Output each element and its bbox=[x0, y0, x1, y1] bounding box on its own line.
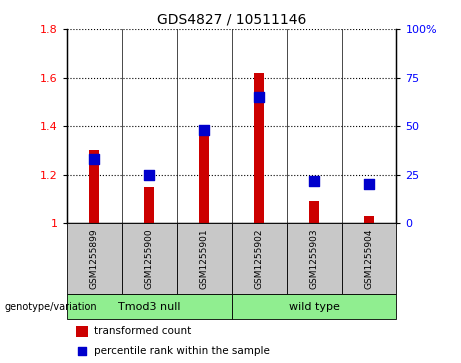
Point bbox=[365, 182, 372, 187]
Text: wild type: wild type bbox=[289, 302, 339, 312]
Text: percentile rank within the sample: percentile rank within the sample bbox=[94, 346, 270, 356]
Bar bbox=[364, 216, 374, 223]
Bar bbox=[76, 326, 88, 337]
Point bbox=[201, 127, 208, 133]
Bar bbox=[254, 73, 264, 223]
Bar bbox=[199, 126, 209, 223]
Title: GDS4827 / 10511146: GDS4827 / 10511146 bbox=[157, 12, 307, 26]
Bar bbox=[287, 223, 342, 294]
Bar bbox=[67, 223, 122, 294]
Bar bbox=[231, 294, 396, 319]
Bar bbox=[144, 187, 154, 223]
Text: transformed count: transformed count bbox=[94, 326, 191, 337]
Text: GSM1255899: GSM1255899 bbox=[90, 228, 99, 289]
Text: GSM1255901: GSM1255901 bbox=[200, 228, 209, 289]
Bar bbox=[67, 294, 231, 319]
Text: GSM1255902: GSM1255902 bbox=[254, 228, 264, 289]
Point bbox=[310, 178, 318, 183]
Text: GSM1255904: GSM1255904 bbox=[365, 228, 373, 289]
Point bbox=[255, 94, 263, 100]
Bar bbox=[177, 223, 231, 294]
Text: Tmod3 null: Tmod3 null bbox=[118, 302, 181, 312]
Bar bbox=[122, 223, 177, 294]
Point bbox=[146, 172, 153, 178]
Text: genotype/variation: genotype/variation bbox=[5, 302, 97, 312]
Point bbox=[78, 348, 86, 354]
Bar bbox=[309, 201, 319, 223]
Text: GSM1255900: GSM1255900 bbox=[145, 228, 154, 289]
Bar bbox=[89, 150, 99, 223]
Bar bbox=[342, 223, 396, 294]
Text: GSM1255903: GSM1255903 bbox=[309, 228, 319, 289]
Point bbox=[91, 156, 98, 162]
Bar bbox=[231, 223, 287, 294]
